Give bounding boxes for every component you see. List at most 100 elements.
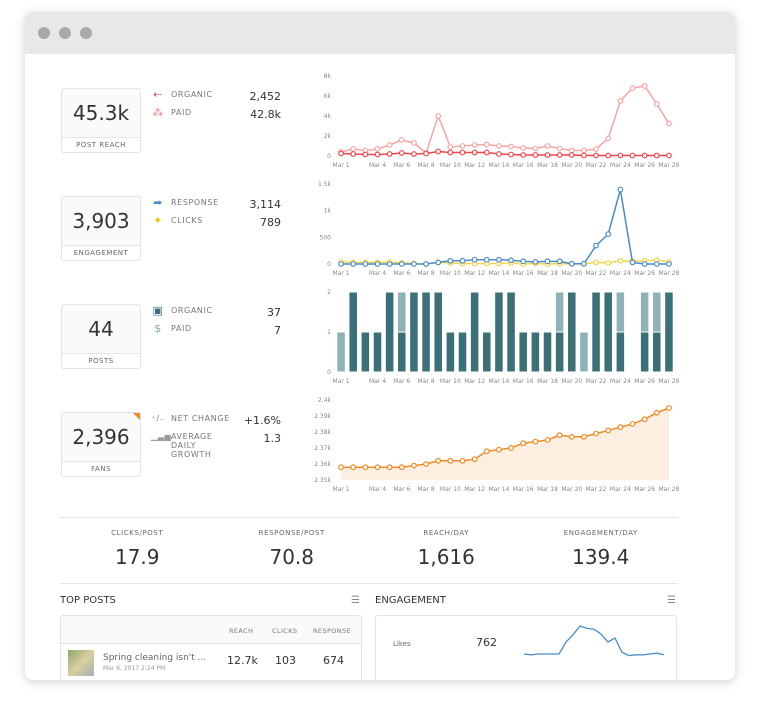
data-point[interactable] [447, 457, 454, 464]
data-point[interactable] [593, 430, 599, 437]
data-point[interactable] [520, 258, 527, 265]
bar[interactable] [568, 292, 576, 372]
data-point[interactable] [374, 146, 381, 152]
data-point[interactable] [508, 143, 514, 150]
bar[interactable] [398, 332, 406, 372]
data-point[interactable] [508, 151, 514, 158]
bar[interactable] [470, 292, 479, 372]
bar[interactable] [531, 332, 540, 372]
data-point[interactable] [483, 141, 490, 148]
bar[interactable] [616, 332, 625, 372]
data-point[interactable] [350, 146, 357, 152]
bar[interactable] [483, 332, 491, 372]
bar[interactable] [422, 292, 430, 372]
data-point[interactable] [544, 258, 551, 265]
data-point[interactable] [350, 261, 357, 267]
data-point[interactable] [641, 261, 648, 267]
bar[interactable] [555, 332, 564, 372]
bar[interactable] [653, 332, 661, 372]
data-point[interactable] [447, 144, 454, 150]
data-point[interactable] [653, 152, 660, 159]
data-point[interactable] [398, 137, 405, 143]
bar[interactable] [543, 332, 552, 372]
data-point[interactable] [532, 258, 539, 265]
bar[interactable] [373, 332, 382, 372]
bar[interactable] [385, 292, 394, 372]
data-point[interactable] [666, 261, 672, 267]
data-point[interactable] [398, 150, 405, 156]
data-point[interactable] [374, 464, 381, 471]
data-point[interactable] [435, 259, 442, 266]
data-point[interactable] [435, 113, 442, 119]
data-point[interactable] [338, 261, 344, 267]
data-point[interactable] [653, 409, 660, 416]
data-point[interactable] [581, 147, 587, 154]
bar[interactable] [495, 292, 503, 372]
data-point[interactable] [641, 416, 648, 423]
data-point[interactable] [520, 145, 527, 151]
data-point[interactable] [471, 256, 478, 263]
data-point[interactable] [653, 261, 660, 267]
bar[interactable] [653, 292, 661, 332]
data-point[interactable] [471, 149, 478, 156]
data-point[interactable] [459, 143, 466, 149]
data-point[interactable] [423, 461, 429, 467]
data-point[interactable] [471, 456, 478, 463]
bar[interactable] [361, 332, 370, 372]
data-point[interactable] [556, 432, 563, 439]
data-point[interactable] [629, 421, 636, 427]
data-point[interactable] [374, 151, 381, 158]
data-point[interactable] [581, 260, 587, 267]
data-point[interactable] [386, 142, 393, 148]
data-point[interactable] [617, 424, 624, 431]
data-point[interactable] [666, 120, 672, 127]
data-point[interactable] [459, 457, 466, 464]
list-icon[interactable]: ☰ [351, 595, 360, 606]
bar[interactable] [519, 332, 527, 372]
data-point[interactable] [593, 259, 599, 266]
data-point[interactable] [593, 242, 599, 249]
data-point[interactable] [386, 151, 393, 157]
data-point[interactable] [629, 152, 636, 159]
data-point[interactable] [581, 433, 587, 440]
bar[interactable] [398, 292, 406, 332]
bar[interactable] [434, 292, 442, 372]
data-point[interactable] [508, 445, 514, 451]
data-point[interactable] [459, 257, 466, 264]
data-point[interactable] [666, 405, 672, 411]
data-point[interactable] [568, 433, 575, 440]
data-point[interactable] [617, 98, 624, 104]
data-point[interactable] [605, 231, 612, 238]
data-point[interactable] [605, 135, 612, 142]
bar[interactable] [616, 292, 625, 332]
bar[interactable] [604, 292, 612, 372]
data-point[interactable] [411, 140, 417, 146]
data-point[interactable] [435, 457, 442, 464]
data-point[interactable] [568, 260, 575, 267]
bar[interactable] [592, 292, 600, 372]
data-point[interactable] [532, 152, 539, 158]
data-point[interactable] [459, 149, 466, 156]
bar[interactable] [458, 332, 467, 372]
data-point[interactable] [447, 149, 454, 156]
data-point[interactable] [496, 143, 502, 149]
data-point[interactable] [508, 257, 514, 264]
table-row[interactable]: Spring cleaning isn't ... Mar 6, 2017 2:… [61, 643, 361, 680]
data-point[interactable] [629, 259, 636, 266]
data-point[interactable] [653, 101, 660, 107]
data-point[interactable] [666, 152, 672, 159]
data-point[interactable] [483, 256, 490, 263]
data-point[interactable] [374, 261, 381, 267]
data-point[interactable] [447, 257, 454, 264]
data-point[interactable] [423, 261, 429, 267]
data-point[interactable] [593, 152, 599, 159]
column-header-clicks[interactable]: CLICKS [272, 627, 298, 635]
bar[interactable] [410, 292, 418, 372]
data-point[interactable] [617, 152, 624, 159]
data-point[interactable] [423, 150, 429, 157]
window-dot[interactable] [38, 27, 50, 39]
data-point[interactable] [568, 152, 575, 158]
data-point[interactable] [544, 143, 551, 149]
data-point[interactable] [605, 427, 612, 434]
window-dot[interactable] [80, 27, 92, 39]
